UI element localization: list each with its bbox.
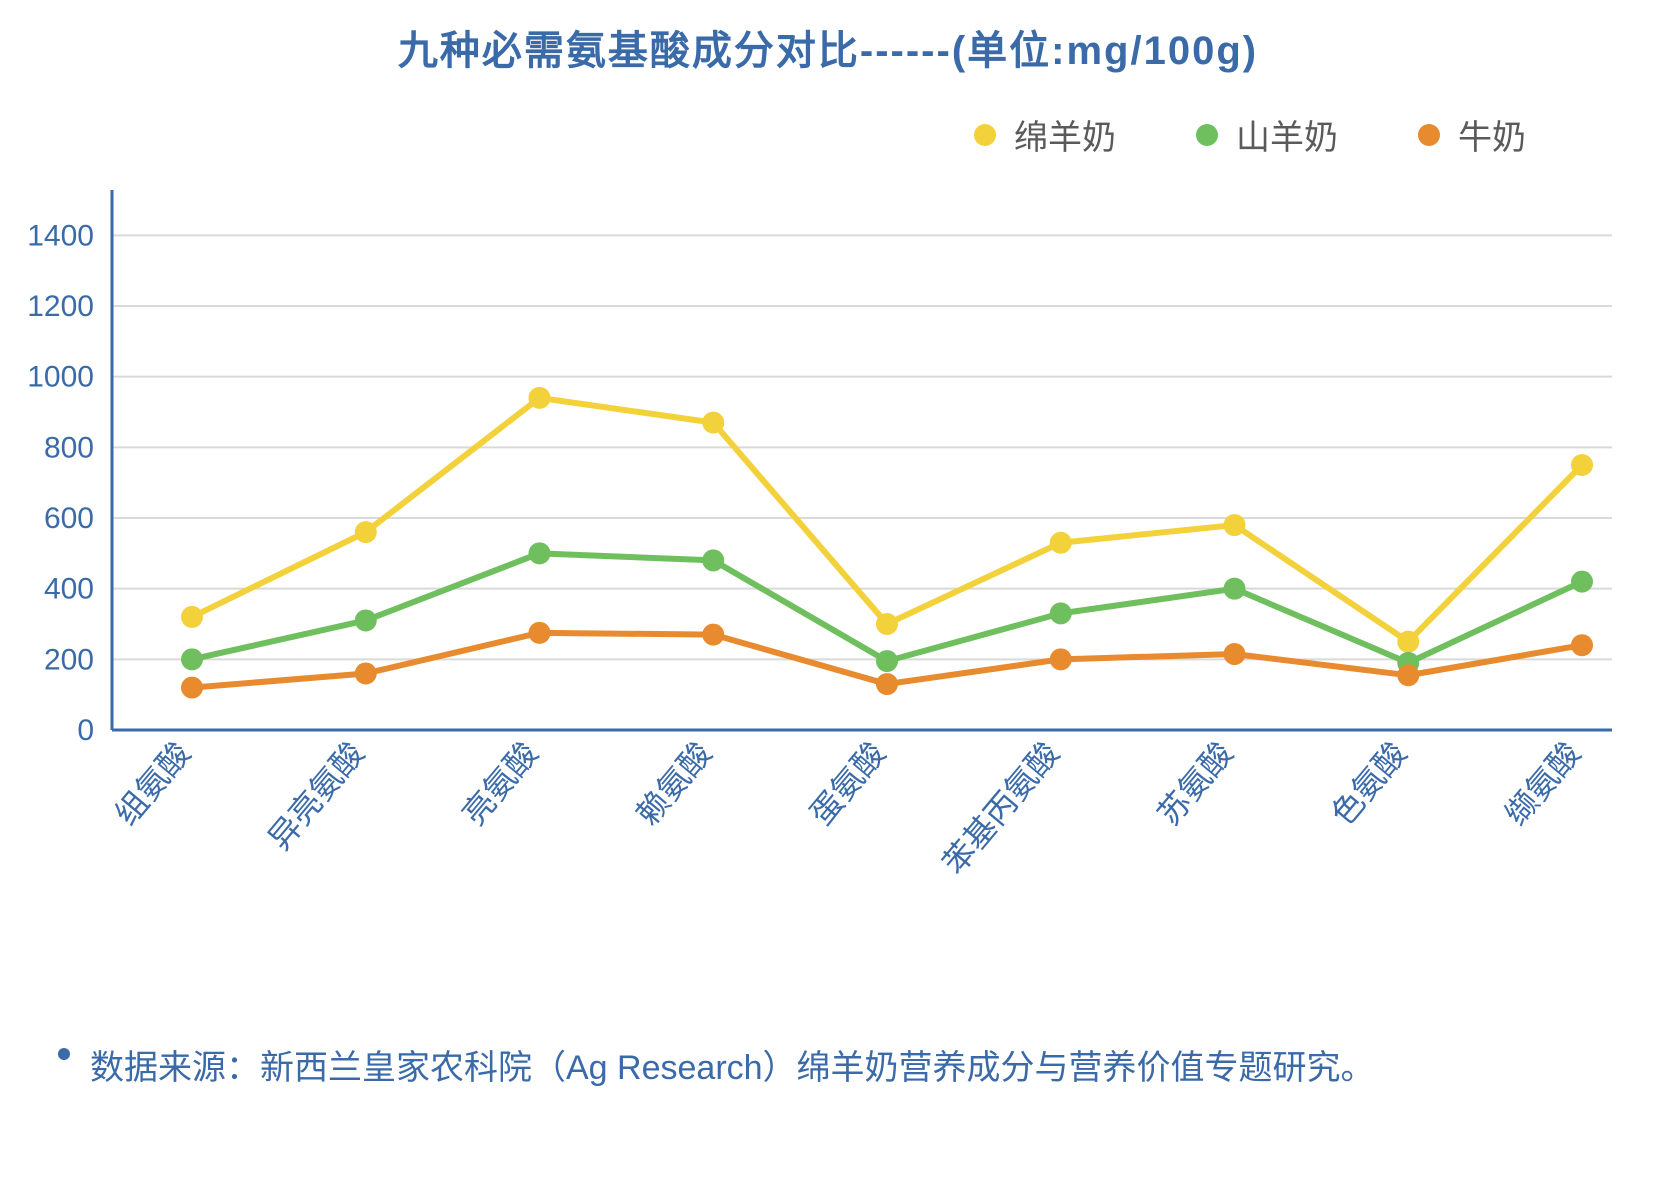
- data-marker: [1050, 648, 1072, 670]
- data-marker: [1571, 634, 1593, 656]
- x-tick-label: 赖氨酸: [629, 735, 718, 832]
- y-tick-label: 0: [77, 714, 94, 747]
- x-tick-label: 组氨酸: [108, 735, 197, 832]
- data-marker: [702, 624, 724, 646]
- svg-text:苯基丙氨酸: 苯基丙氨酸: [936, 735, 1066, 881]
- y-tick-label: 1000: [27, 361, 94, 394]
- data-marker: [529, 387, 551, 409]
- y-tick-label: 1200: [27, 290, 94, 323]
- svg-text:色氨酸: 色氨酸: [1324, 735, 1413, 832]
- x-tick-label: 色氨酸: [1324, 735, 1413, 832]
- svg-text:亮氨酸: 亮氨酸: [456, 735, 545, 832]
- svg-text:苏氨酸: 苏氨酸: [1151, 735, 1240, 832]
- data-marker: [529, 622, 551, 644]
- data-marker: [529, 542, 551, 564]
- data-marker: [876, 613, 898, 635]
- data-marker: [355, 662, 377, 684]
- data-marker: [1224, 514, 1246, 536]
- x-tick-label: 亮氨酸: [456, 735, 545, 832]
- data-marker: [1224, 578, 1246, 600]
- data-marker: [1224, 643, 1246, 665]
- x-tick-label: 缬氨酸: [1498, 735, 1587, 832]
- data-marker: [181, 648, 203, 670]
- data-marker: [1571, 454, 1593, 476]
- data-marker: [1050, 532, 1072, 554]
- data-marker: [181, 606, 203, 628]
- svg-text:缬氨酸: 缬氨酸: [1498, 735, 1587, 832]
- data-marker: [1050, 602, 1072, 624]
- y-tick-label: 800: [44, 431, 94, 464]
- x-tick-label: 苯基丙氨酸: [936, 735, 1066, 881]
- y-tick-label: 600: [44, 502, 94, 535]
- source-bullet: [58, 1048, 70, 1060]
- x-tick-label: 苏氨酸: [1151, 735, 1240, 832]
- series-line: [192, 553, 1582, 663]
- data-marker: [1397, 664, 1419, 686]
- data-marker: [355, 521, 377, 543]
- x-tick-label: 蛋氨酸: [803, 735, 892, 832]
- y-tick-label: 200: [44, 643, 94, 676]
- line-chart: 0 200 400 600 800 1000 1200 1400 组氨酸异亮氨酸亮氨酸赖氨酸蛋氨…: [0, 0, 1656, 1196]
- svg-text:蛋氨酸: 蛋氨酸: [803, 735, 892, 832]
- svg-text:组氨酸: 组氨酸: [108, 735, 197, 832]
- svg-text:赖氨酸: 赖氨酸: [629, 735, 718, 832]
- data-marker: [1571, 571, 1593, 593]
- data-marker: [355, 609, 377, 631]
- y-tick-label: 1400: [27, 219, 94, 252]
- x-tick-label: 异亮氨酸: [261, 735, 371, 856]
- svg-text:异亮氨酸: 异亮氨酸: [261, 735, 371, 856]
- y-tick-label: 400: [44, 573, 94, 606]
- data-marker: [1397, 631, 1419, 653]
- data-marker: [702, 549, 724, 571]
- data-marker: [876, 650, 898, 672]
- data-marker: [876, 673, 898, 695]
- data-marker: [702, 412, 724, 434]
- source-text: 数据来源：新西兰皇家农科院（Ag Research）绵羊奶营养成分与营养价值专题…: [90, 1040, 1596, 1098]
- data-marker: [181, 677, 203, 699]
